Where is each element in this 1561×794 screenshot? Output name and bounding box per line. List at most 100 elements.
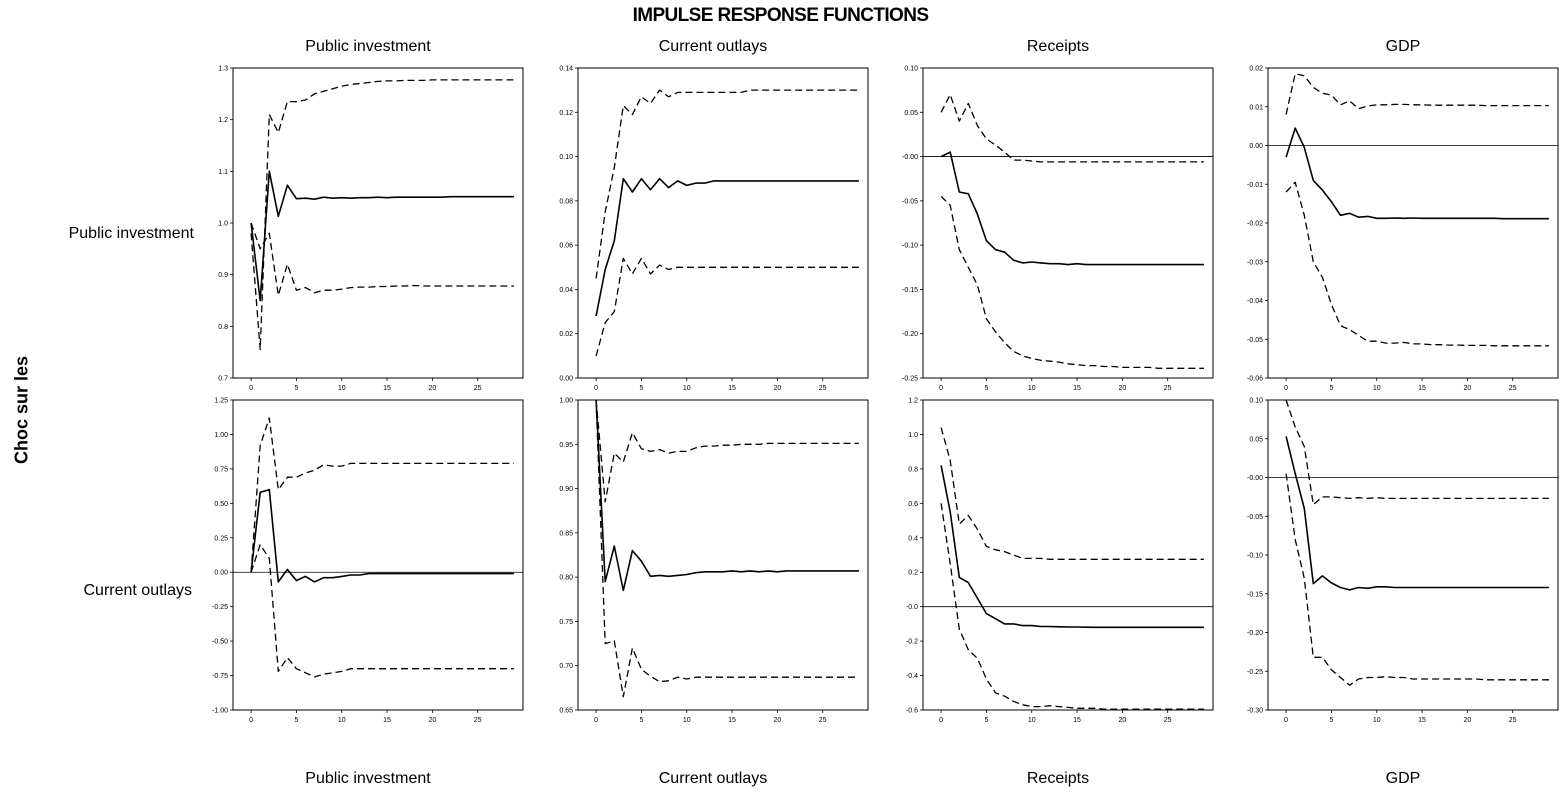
x-tick-label: 20 bbox=[1463, 717, 1471, 724]
row-label-current-outlays: Current outlays bbox=[83, 582, 193, 599]
y-tick-label: -0.25 bbox=[212, 604, 228, 611]
col-title-gdp: GDP bbox=[1385, 38, 1421, 55]
response-line bbox=[940, 151, 1204, 266]
x-tick-label: 5 bbox=[1329, 385, 1333, 392]
y-tick-label: -0.50 bbox=[212, 639, 228, 646]
y-tick-label: -0.75 bbox=[212, 673, 228, 680]
y-tick-label: 0.50 bbox=[214, 501, 228, 508]
y-tick-label: 0.4 bbox=[908, 535, 918, 542]
y-tick-label: 0.01 bbox=[1249, 104, 1263, 111]
panel-public-investment-to-public-investment: 0.7 0.8 0.9 1.0 1.1 1.2 1.3 0 5 10 15 20 25 bbox=[218, 66, 524, 392]
y-tick-label: 1.1 bbox=[218, 169, 228, 176]
y-tick-label: 0.70 bbox=[559, 663, 573, 670]
x-tick-label: 25 bbox=[819, 385, 827, 392]
y-tick-label: -0.6 bbox=[906, 708, 918, 715]
x-tick-label: 25 bbox=[1164, 717, 1172, 724]
plot-frame bbox=[577, 399, 869, 711]
y-tick-label: -0.00 bbox=[902, 154, 918, 161]
confidence-band-line bbox=[1285, 73, 1549, 115]
x-tick-label: 5 bbox=[294, 385, 298, 392]
x-tick-label: 15 bbox=[728, 717, 736, 724]
y-tick-label: -0.15 bbox=[902, 287, 918, 294]
y-tick-label: 0.00 bbox=[214, 570, 228, 577]
plot-frame bbox=[577, 67, 869, 379]
x-tick-label: 5 bbox=[639, 385, 643, 392]
y-tick-label: -0.00 bbox=[1247, 475, 1263, 482]
confidence-band-line bbox=[940, 503, 1204, 710]
x-tick-label: 10 bbox=[1373, 717, 1381, 724]
response-line bbox=[1285, 127, 1549, 220]
y-tick-label: -0.30 bbox=[1247, 708, 1263, 715]
x-tick-label: 20 bbox=[428, 385, 436, 392]
y-tick-label: 0.14 bbox=[559, 66, 573, 73]
y-tick-label: -0.4 bbox=[906, 673, 918, 680]
y-tick-label: 0.02 bbox=[559, 331, 573, 338]
confidence-band-line bbox=[1285, 181, 1549, 347]
confidence-band-line bbox=[250, 79, 514, 351]
y-tick-label: 1.0 bbox=[908, 432, 918, 439]
x-tick-label: 0 bbox=[1284, 385, 1288, 392]
y-tick-label: 0.95 bbox=[559, 442, 573, 449]
x-tick-label: 25 bbox=[1509, 717, 1517, 724]
response-line bbox=[595, 177, 859, 317]
y-tick-label: -0.2 bbox=[906, 639, 918, 646]
x-tick-label: 25 bbox=[1509, 385, 1517, 392]
y-tick-label: 0.02 bbox=[1249, 66, 1263, 73]
y-tick-label: 1.2 bbox=[908, 398, 918, 405]
y-tick-label: 0.75 bbox=[214, 466, 228, 473]
confidence-band-line bbox=[250, 222, 514, 296]
panel-public-investment-to-gdp: -0.06 -0.05 -0.04 -0.03 -0.02 -0.01 0.00 0.01 0.… bbox=[1247, 66, 1559, 392]
response-line bbox=[250, 488, 514, 583]
confidence-band-line bbox=[595, 399, 859, 698]
x-tick-label: 20 bbox=[773, 385, 781, 392]
x-tick-label: 20 bbox=[1118, 717, 1126, 724]
y-tick-label: -0.25 bbox=[1247, 669, 1263, 676]
confidence-band-line bbox=[940, 195, 1204, 369]
confidence-band-line bbox=[940, 93, 1204, 163]
confidence-band-line bbox=[1285, 399, 1549, 506]
plot-frame bbox=[1267, 399, 1559, 711]
x-tick-label: 5 bbox=[1329, 717, 1333, 724]
y-tick-label: -0.10 bbox=[1247, 553, 1263, 560]
x-tick-label: 10 bbox=[683, 717, 691, 724]
y-tick-label: -0.25 bbox=[902, 376, 918, 383]
y-tick-label: 0.65 bbox=[559, 708, 573, 715]
x-tick-label: 10 bbox=[1028, 385, 1036, 392]
x-tick-label: 5 bbox=[294, 717, 298, 724]
response-line bbox=[940, 465, 1204, 629]
panel-current-outlays-to-gdp: -0.30 -0.25 -0.20 -0.15 -0.10 -0.05 -0.00 0.05 0… bbox=[1247, 398, 1559, 724]
y-tick-label: -0.20 bbox=[902, 331, 918, 338]
y-tick-label: -0.20 bbox=[1247, 630, 1263, 637]
x-tick-label: 20 bbox=[1118, 385, 1126, 392]
x-tick-label: 20 bbox=[428, 717, 436, 724]
y-tick-label: 0.00 bbox=[559, 376, 573, 383]
x-tick-label: 5 bbox=[984, 717, 988, 724]
y-tick-label: 0.25 bbox=[214, 535, 228, 542]
y-tick-label: -0.05 bbox=[1247, 337, 1263, 344]
x-tick-label: 15 bbox=[1418, 717, 1426, 724]
main-title: IMPULSE RESPONSE FUNCTIONS bbox=[632, 5, 929, 26]
x-tick-label: 15 bbox=[383, 385, 391, 392]
y-tick-label: -0.01 bbox=[1247, 182, 1263, 189]
y-tick-label: 0.8 bbox=[218, 324, 228, 331]
x-tick-label: 25 bbox=[474, 717, 482, 724]
y-tick-label: 0.05 bbox=[904, 110, 918, 117]
confidence-band-line bbox=[595, 257, 859, 357]
x-tick-label: 25 bbox=[819, 717, 827, 724]
bottom-label-public-investment: Public investment bbox=[305, 770, 431, 787]
y-tick-label: 0.2 bbox=[908, 570, 918, 577]
y-tick-label: -0.02 bbox=[1247, 221, 1263, 228]
x-tick-label: 15 bbox=[383, 717, 391, 724]
x-tick-label: 0 bbox=[249, 385, 253, 392]
bottom-label-gdp: GDP bbox=[1385, 770, 1421, 787]
y-tick-label: -0.06 bbox=[1247, 376, 1263, 383]
x-tick-label: 0 bbox=[939, 385, 943, 392]
confidence-band-line bbox=[595, 89, 859, 279]
y-tick-label: 1.25 bbox=[214, 398, 228, 405]
y-tick-label: 1.2 bbox=[218, 117, 228, 124]
x-tick-label: 0 bbox=[939, 717, 943, 724]
confidence-band-line bbox=[250, 544, 514, 678]
y-tick-label: 0.10 bbox=[559, 154, 573, 161]
x-tick-label: 15 bbox=[728, 385, 736, 392]
y-tick-label: 0.80 bbox=[559, 575, 573, 582]
